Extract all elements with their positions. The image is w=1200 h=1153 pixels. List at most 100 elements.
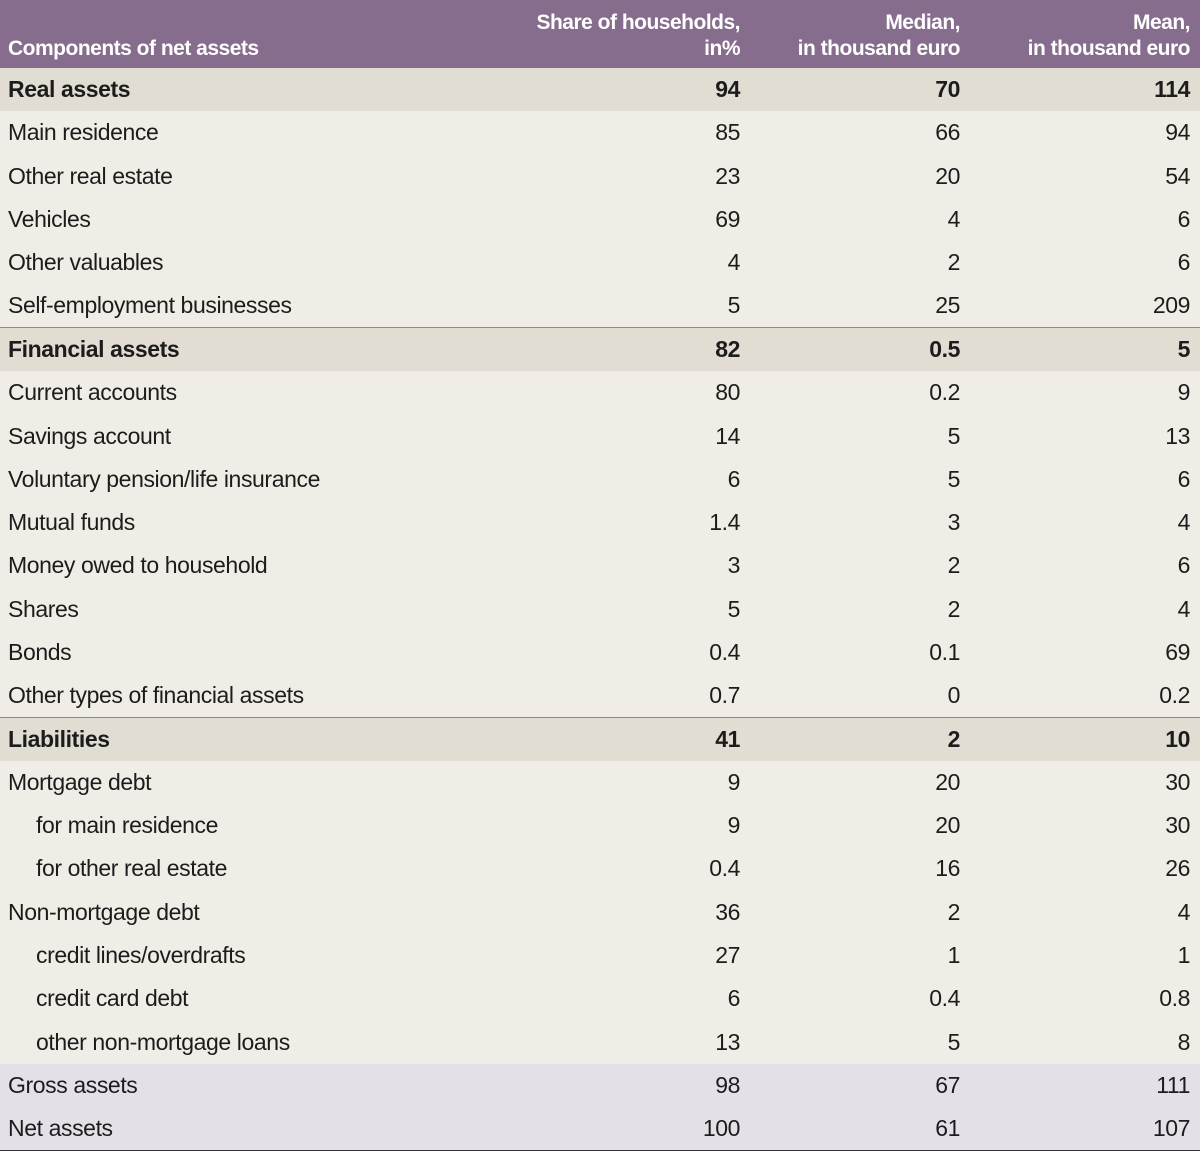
table-row: Savings account 14 5 13 [0,414,1200,458]
share-value: 36 [500,890,750,934]
row-label: Savings account [0,414,500,458]
mean-value: 10 [970,716,1200,761]
share-value: 23 [500,154,750,198]
median-value: 20 [750,760,970,805]
share-value: 0.4 [500,630,750,675]
median-value: 5 [750,414,970,458]
median-value: 0.4 [750,977,970,1021]
mean-value: 5 [970,327,1200,372]
share-value: 41 [500,716,750,761]
table-row: Shares 5 2 4 [0,587,1200,631]
share-value: 13 [500,1020,750,1064]
share-value: 98 [500,1063,750,1108]
share-value: 82 [500,327,750,372]
table-row: Mortgage debt 9 20 30 [0,760,1200,805]
total-row: Gross assets 98 67 111 [0,1063,1200,1108]
share-value: 4 [500,241,750,285]
share-value: 9 [500,804,750,848]
share-value: 9 [500,760,750,805]
mean-value: 0.2 [970,674,1200,718]
share-value: 3 [500,544,750,588]
median-value: 61 [750,1107,970,1151]
share-value: 0.7 [500,674,750,718]
section-row: Liabilities 41 2 10 [0,716,1200,761]
median-value: 2 [750,587,970,631]
median-value: 2 [750,544,970,588]
table-row: Bonds 0.4 0.1 69 [0,630,1200,675]
table-row: credit lines/overdrafts 27 1 1 [0,933,1200,978]
share-value: 69 [500,197,750,242]
median-value: 70 [750,68,970,112]
row-label: for other real estate [0,847,500,891]
row-label: Self-employment businesses [0,284,500,328]
share-value: 5 [500,284,750,328]
table-row: Main residence 85 66 94 [0,111,1200,155]
mean-value: 30 [970,804,1200,848]
mean-value: 94 [970,111,1200,155]
mean-value: 30 [970,760,1200,805]
share-value: 6 [500,457,750,501]
header-mean: Mean, in thousand euro [970,0,1200,68]
row-label: Other types of financial assets [0,674,500,718]
share-value: 27 [500,933,750,978]
header-row: Components of net assets Share of househ… [0,0,1200,68]
row-label: credit card debt [0,977,500,1021]
mean-value: 9 [970,371,1200,415]
table-row: Money owed to household 3 2 6 [0,544,1200,588]
row-label: Gross assets [0,1063,500,1108]
table-row: for other real estate 0.4 16 26 [0,847,1200,891]
mean-value: 4 [970,890,1200,934]
row-label: credit lines/overdrafts [0,933,500,978]
row-label: Main residence [0,111,500,155]
table-row: Current accounts 80 0.2 9 [0,371,1200,415]
median-value: 0.5 [750,327,970,372]
table-row: Self-employment businesses 5 25 209 [0,284,1200,328]
median-value: 66 [750,111,970,155]
table-body: Real assets 94 70 114 Main residence 85 66 94 Ot… [0,68,1200,1151]
table-row: credit card debt 6 0.4 0.8 [0,977,1200,1021]
row-label: Mutual funds [0,500,500,545]
median-value: 3 [750,500,970,545]
share-value: 6 [500,977,750,1021]
mean-value: 6 [970,241,1200,285]
mean-value: 4 [970,587,1200,631]
table-row: Mutual funds 1.4 3 4 [0,500,1200,545]
mean-value: 1 [970,933,1200,978]
mean-value: 13 [970,414,1200,458]
share-value: 14 [500,414,750,458]
row-label: Non-mortgage debt [0,890,500,934]
median-value: 67 [750,1063,970,1108]
median-value: 1 [750,933,970,978]
section-row: Financial assets 82 0.5 5 [0,327,1200,372]
mean-value: 6 [970,197,1200,242]
table-row: Other real estate 23 20 54 [0,154,1200,198]
section-row: Real assets 94 70 114 [0,68,1200,112]
row-label: Bonds [0,630,500,675]
row-label: Other valuables [0,241,500,285]
share-value: 80 [500,371,750,415]
median-value: 2 [750,241,970,285]
row-label: Mortgage debt [0,760,500,805]
table-row: Other types of financial assets 0.7 0 0.2 [0,674,1200,718]
median-value: 20 [750,154,970,198]
mean-value: 107 [970,1107,1200,1151]
median-value: 2 [750,890,970,934]
mean-value: 209 [970,284,1200,328]
median-value: 0.1 [750,630,970,675]
mean-value: 54 [970,154,1200,198]
row-label: Money owed to household [0,544,500,588]
median-value: 0 [750,674,970,718]
mean-value: 26 [970,847,1200,891]
share-value: 94 [500,68,750,112]
table-row: Vehicles 69 4 6 [0,197,1200,242]
median-value: 20 [750,804,970,848]
mean-value: 6 [970,457,1200,501]
table-row: other non-mortgage loans 13 5 8 [0,1020,1200,1064]
share-value: 0.4 [500,847,750,891]
table-row: Other valuables 4 2 6 [0,241,1200,285]
share-value: 100 [500,1107,750,1151]
share-value: 5 [500,587,750,631]
mean-value: 0.8 [970,977,1200,1021]
median-value: 0.2 [750,371,970,415]
mean-value: 111 [970,1063,1200,1108]
